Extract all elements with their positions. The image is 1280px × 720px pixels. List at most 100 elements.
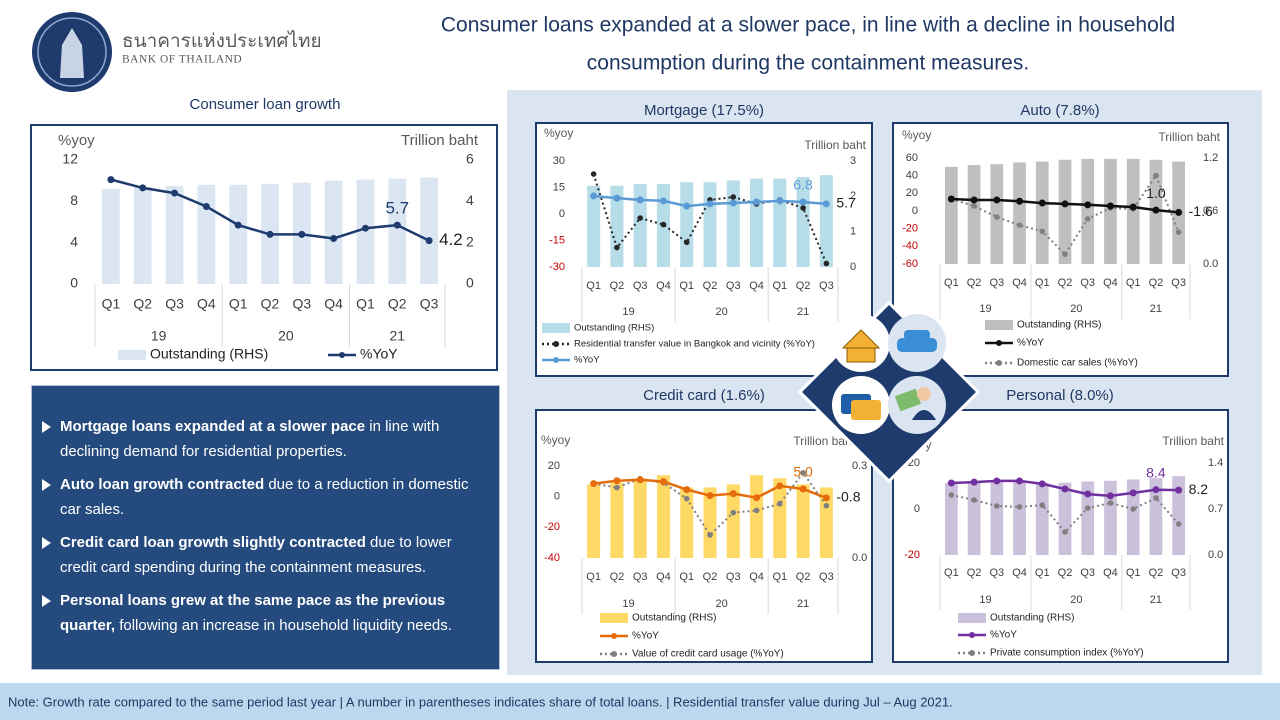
data-label: 5.7 (385, 199, 409, 218)
marker (799, 485, 807, 493)
x-tick-label: Q1 (1035, 567, 1050, 579)
y-tick-label: 0 (559, 208, 565, 220)
x-tick-label: Q1 (679, 571, 694, 583)
x-tick-label: Q2 (967, 567, 982, 579)
marker (706, 200, 714, 208)
marker (970, 478, 978, 486)
note-item: Mortgage loans expanded at a slower pace… (40, 414, 489, 464)
legend-label: %YoY (632, 631, 659, 642)
marker (707, 532, 713, 538)
slide-title: consumption during the containment measu… (587, 52, 1029, 75)
marker (683, 202, 691, 210)
x-tick-label: Q4 (749, 571, 764, 583)
marker (1061, 485, 1069, 493)
marker (1039, 502, 1046, 508)
x-tick-label: Q4 (1103, 277, 1118, 289)
bar (102, 188, 120, 284)
x-tick-label: Q3 (165, 296, 184, 312)
marker (659, 197, 667, 205)
marker (1152, 206, 1160, 214)
legend-swatch (958, 613, 986, 623)
data-label: 1.0 (1146, 185, 1166, 201)
marker (1038, 199, 1046, 207)
marker (706, 492, 714, 500)
marker (800, 205, 806, 211)
logo-ring (37, 17, 107, 87)
bar (773, 178, 787, 267)
bar (750, 178, 764, 267)
y-tick-label: 4 (70, 233, 78, 249)
group-label: 19 (979, 594, 991, 606)
bar (1104, 480, 1117, 555)
y-tick-label: -15 (549, 234, 565, 246)
marker (1175, 486, 1183, 494)
y2-tick-label: 3 (850, 155, 856, 167)
x-tick-label: Q2 (610, 571, 625, 583)
marker (425, 237, 433, 245)
y-tick-label: -60 (902, 258, 918, 270)
marker (1062, 529, 1068, 535)
marker (822, 494, 830, 502)
marker (683, 495, 690, 502)
y-tick-label: -20 (902, 223, 918, 235)
y-tick-label: 0 (70, 275, 78, 291)
note-bold: Auto loan growth contracted (60, 476, 265, 493)
marker (753, 494, 761, 502)
marker (730, 509, 737, 516)
x-tick-label: Q2 (703, 571, 718, 583)
marker (1039, 228, 1046, 235)
legend-label: %YoY (574, 355, 600, 366)
bar (819, 175, 833, 267)
marker (1016, 477, 1024, 485)
y-axis-label: %yoy (541, 433, 570, 447)
marker (1107, 500, 1114, 506)
marker (971, 203, 977, 209)
marker (139, 184, 147, 192)
legend-label: Outstanding (RHS) (990, 613, 1074, 624)
marker (1106, 202, 1114, 210)
x-tick-label: Q3 (819, 280, 834, 292)
legend-label: Outstanding (RHS) (1017, 320, 1101, 331)
legend-marker (339, 352, 345, 358)
legend-label: Domestic car sales (%YoY) (1017, 358, 1138, 369)
marker (947, 479, 955, 487)
bullet-arrow (42, 537, 51, 549)
marker (613, 477, 621, 485)
y-axis-label: %yoy (902, 438, 931, 452)
group-label: 20 (716, 306, 728, 318)
marker (590, 480, 598, 488)
x-tick-label: Q2 (796, 571, 811, 583)
marker (1153, 172, 1159, 179)
group-label: 20 (1070, 303, 1082, 315)
marker (822, 200, 830, 208)
y2-axis-label: Trillion baht (1158, 130, 1220, 144)
x-tick-label: Q1 (586, 571, 601, 583)
x-tick-label: Q2 (388, 296, 407, 312)
marker (993, 477, 1001, 485)
marker (234, 221, 242, 229)
bar (633, 183, 647, 267)
note-text: in line with declining demand for reside… (60, 418, 440, 460)
group-label: 21 (797, 306, 809, 318)
marker (1152, 486, 1160, 494)
marker (298, 230, 306, 238)
marker (590, 171, 597, 177)
y2-tick-label: 1.4 (1208, 457, 1223, 469)
marker (1084, 490, 1092, 498)
bar (1149, 478, 1163, 555)
marker (994, 503, 1000, 509)
y-tick-label: 20 (908, 457, 920, 469)
marker (1016, 197, 1024, 205)
org-en: BANK OF THAILAND (122, 54, 242, 66)
legend-label: %YoY (360, 346, 398, 362)
marker (1129, 489, 1137, 497)
marker (1038, 480, 1046, 488)
x-tick-label: Q1 (944, 277, 959, 289)
marker (393, 221, 401, 229)
chart-title: Auto (7.8%) (1020, 102, 1099, 119)
y-axis-label: %yoy (58, 132, 95, 149)
marker (202, 203, 210, 210)
dotted-line (593, 471, 828, 537)
x-tick-label: Q3 (1080, 567, 1095, 579)
legend-swatch (118, 350, 146, 360)
